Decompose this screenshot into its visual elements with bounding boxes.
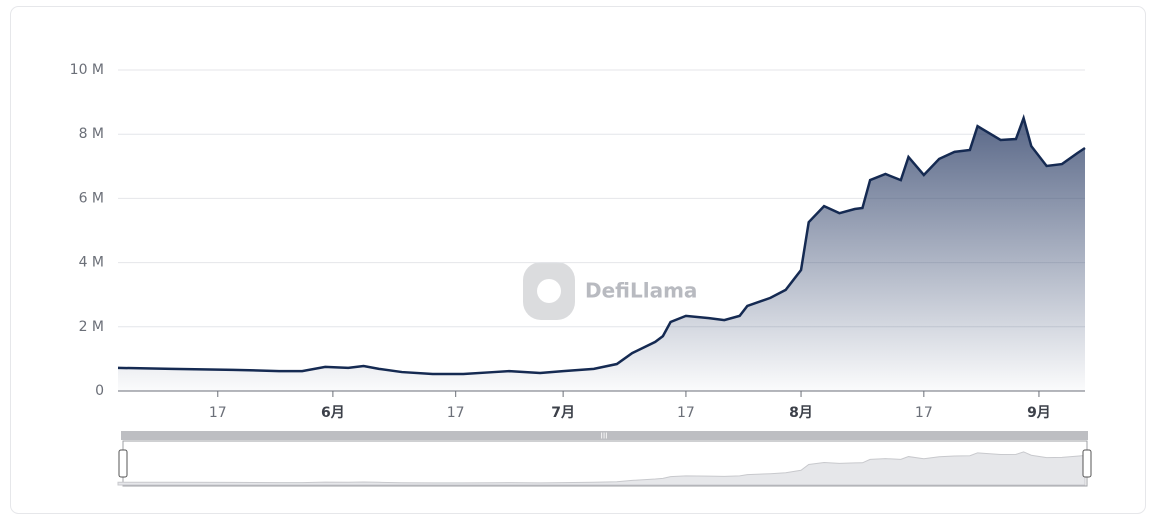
watermark: DefiLlama: [585, 279, 697, 303]
slider-grip: III: [600, 432, 607, 441]
slider-bar[interactable]: [121, 431, 1088, 440]
x-tick-label: 17: [209, 405, 227, 421]
watermark-logo: [523, 262, 575, 320]
x-tick-label: 17: [915, 405, 933, 421]
area: [118, 118, 1085, 392]
slider-handle[interactable]: [1082, 449, 1092, 478]
y-tick-label: 8 M: [79, 126, 104, 142]
y-tick-label: 6 M: [79, 190, 104, 206]
x-tick-label: 8月: [789, 405, 813, 421]
slider-handle[interactable]: [118, 449, 128, 478]
x-tick-label: 9月: [1027, 405, 1051, 421]
x-tick-label: 17: [677, 405, 695, 421]
x-tick-label: 6月: [321, 405, 345, 421]
y-tick-label: 0: [95, 383, 104, 399]
x-tick-label: 7月: [551, 405, 575, 421]
y-tick-label: 10 M: [70, 62, 104, 78]
line: [117, 114, 1086, 376]
mini-area: [117, 451, 1086, 486]
y-tick-label: 2 M: [79, 319, 104, 335]
x-tick-label: 17: [447, 405, 465, 421]
y-tick-label: 4 M: [79, 255, 104, 271]
